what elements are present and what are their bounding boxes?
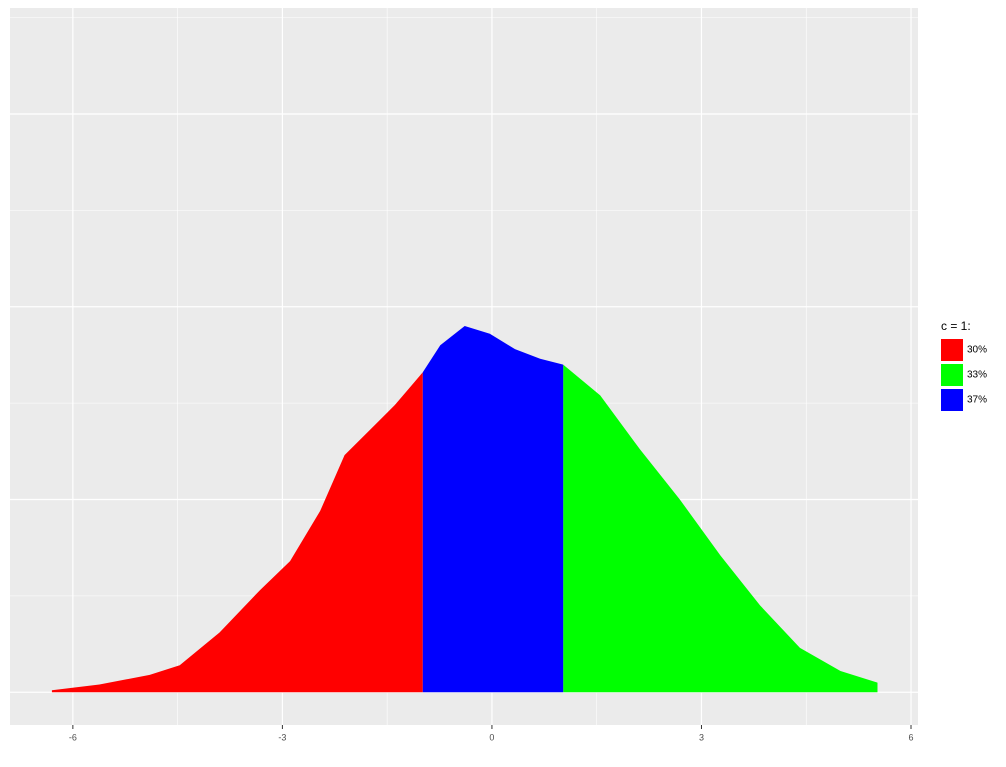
legend-swatch — [941, 364, 963, 386]
x-tick-label: -6 — [69, 732, 77, 742]
area — [563, 310, 878, 693]
legend-swatch — [941, 389, 963, 411]
area — [51, 372, 423, 693]
legend-label: 33% — [967, 370, 987, 381]
area — [422, 326, 564, 693]
legend-label: 37% — [967, 395, 987, 406]
x-tick-label: 0 — [489, 732, 494, 742]
legend-title: c = 1: — [941, 319, 971, 333]
x-tick-label: 6 — [909, 732, 914, 742]
legend-label: 30% — [967, 345, 987, 356]
x-tick-label: -3 — [278, 732, 286, 742]
x-tick-label: 3 — [699, 732, 704, 742]
legend-swatch — [941, 339, 963, 361]
